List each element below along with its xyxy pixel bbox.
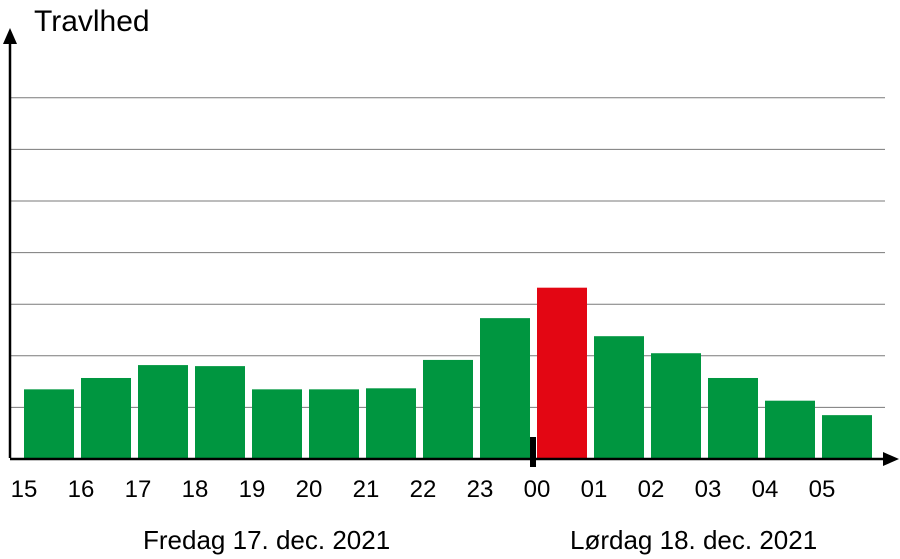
axes [3,28,899,467]
gridlines [10,97,885,408]
tick-label-04: 04 [752,476,779,503]
tick-label-23: 23 [467,476,494,503]
tick-label-05: 05 [809,476,836,503]
bar-20 [309,389,359,459]
tick-label-21: 21 [353,476,380,503]
x-tick-labels: 15 16 17 18 19 20 21 22 23 00 01 02 03 04 05 [11,476,836,503]
tick-label-17: 17 [125,476,152,503]
y-axis-label: Travlhed [34,5,150,38]
bar-02 [651,353,701,459]
tick-label-22: 22 [410,476,437,503]
bar-00 [537,287,587,459]
bar-21 [366,388,416,459]
x-axis-arrow [883,452,899,466]
tick-label-16: 16 [68,476,95,503]
bars [24,287,872,459]
tick-label-18: 18 [182,476,209,503]
bar-17 [138,365,188,459]
bar-05 [822,415,872,459]
bar-23 [480,318,530,459]
tick-label-19: 19 [239,476,266,503]
bar-03 [708,377,758,459]
tick-label-15: 15 [11,476,38,503]
tick-label-20: 20 [296,476,323,503]
day-label-saturday: Lørdag 18. dec. 2021 [570,525,817,555]
day-label-friday: Fredag 17. dec. 2021 [143,525,390,555]
tick-label-02: 02 [638,476,665,503]
bar-19 [252,389,302,459]
bar-16 [81,377,131,459]
bar-15 [24,389,74,459]
tick-label-03: 03 [695,476,722,503]
tick-label-00: 00 [524,476,551,503]
bar-04 [765,400,815,459]
y-axis-arrow [3,28,17,44]
bar-18 [195,366,245,459]
midnight-marker [530,437,536,467]
bar-22 [423,359,473,459]
tick-label-01: 01 [581,476,608,503]
bar-01 [594,336,644,459]
